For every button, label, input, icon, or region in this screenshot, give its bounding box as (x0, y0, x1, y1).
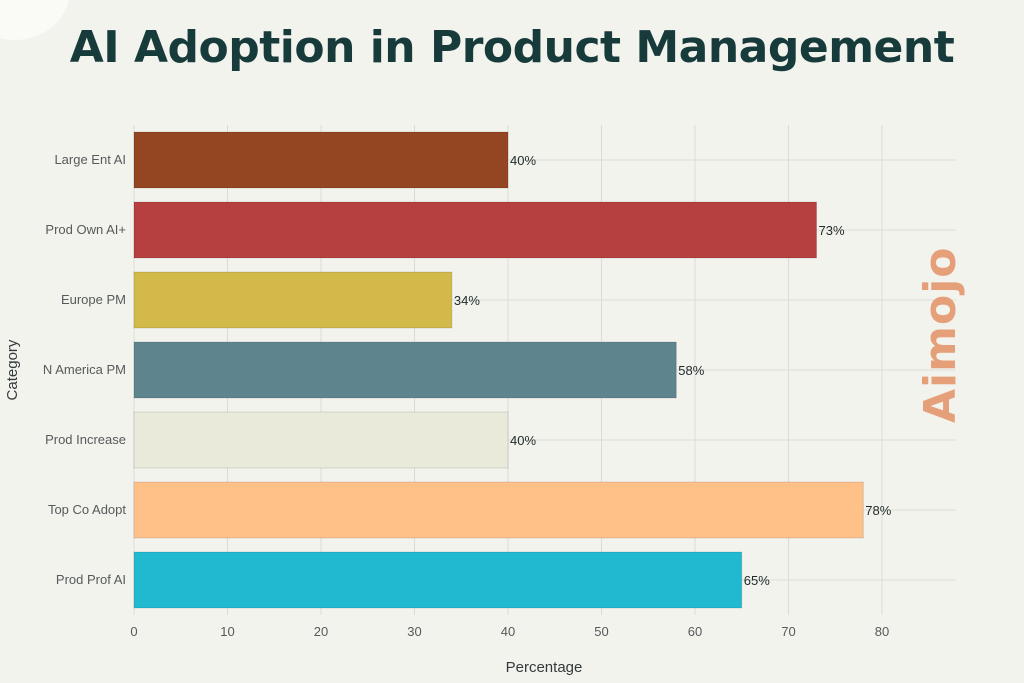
data-label: 78% (865, 503, 891, 518)
chart-title: AI Adoption in Product Management (69, 22, 955, 73)
data-label: 65% (744, 573, 770, 588)
y-axis-ticks: Large Ent AI Prod Own AI+ Europe PM N Ameri… (43, 152, 126, 587)
data-label: 58% (678, 363, 704, 378)
x-tick-label: 80 (875, 624, 889, 639)
y-tick-label: N America PM (43, 362, 126, 377)
bar (133, 411, 509, 469)
data-label: 34% (454, 293, 480, 308)
y-tick-label: Prod Own AI+ (45, 222, 126, 237)
bar (133, 271, 453, 329)
bar (133, 481, 864, 539)
data-label: 73% (819, 223, 845, 238)
data-labels: 40% 73% 34% 58% 40% 78% 65% (454, 153, 892, 588)
bar (133, 341, 677, 399)
data-label: 40% (510, 433, 536, 448)
x-axis-title: Percentage (506, 659, 583, 676)
y-axis-title: Category (4, 339, 21, 400)
x-tick-label: 0 (130, 624, 137, 639)
y-tick-label: Prod Prof AI (56, 572, 126, 587)
x-tick-label: 20 (314, 624, 328, 639)
y-tick-label: Top Co Adopt (48, 502, 126, 517)
x-tick-label: 60 (688, 624, 702, 639)
y-tick-label: Europe PM (61, 292, 126, 307)
y-tick-label: Large Ent AI (54, 152, 126, 167)
x-tick-label: 30 (407, 624, 421, 639)
bars (133, 131, 864, 609)
x-axis-ticks: 0 10 20 30 40 50 60 70 80 (130, 624, 889, 639)
data-label: 40% (510, 153, 536, 168)
x-tick-label: 40 (501, 624, 515, 639)
x-tick-label: 50 (594, 624, 608, 639)
bar (133, 551, 743, 609)
x-tick-label: 70 (781, 624, 795, 639)
bar (133, 201, 818, 259)
bar (133, 131, 509, 189)
aimojo-logo-text: Aimojo (915, 246, 966, 423)
y-tick-label: Prod Increase (45, 432, 126, 447)
x-tick-label: 10 (220, 624, 234, 639)
aimojo-logo: Aimojo (915, 246, 1015, 423)
